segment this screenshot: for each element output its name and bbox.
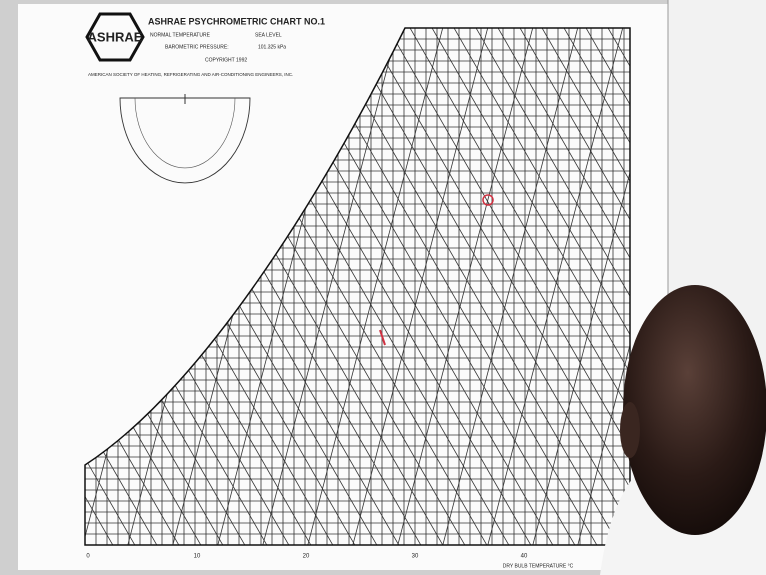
wet-bulb-line <box>481 28 630 545</box>
pressure: 101.325 kPa <box>258 44 286 50</box>
x-tick-label: 0 <box>86 554 90 560</box>
wet-bulb-line <box>349 28 630 545</box>
wet-bulb-line <box>547 28 630 545</box>
wet-bulb-line <box>437 28 630 545</box>
protractor-inner <box>134 97 236 169</box>
marker-circle <box>482 194 494 206</box>
wet-bulb-line <box>415 28 630 545</box>
x-tick-label: 10 <box>194 554 201 560</box>
wet-bulb-line <box>569 28 630 545</box>
chart-title: ASHRAE PSYCHROMETRIC CHART NO.1 <box>148 16 325 26</box>
person-ear <box>620 402 640 458</box>
temperature-label: NORMAL TEMPERATURE <box>150 32 211 38</box>
wet-bulb-line <box>525 28 630 545</box>
wet-bulb-line <box>85 28 153 545</box>
volume-line <box>299 28 451 545</box>
copyright: COPYRIGHT 1992 <box>205 57 247 63</box>
x-tick-label: 20 <box>303 554 310 560</box>
x-axis-title: DRY BULB TEMPERATURE °C <box>503 563 574 569</box>
volume-line <box>434 28 586 545</box>
x-tick-label: 40 <box>521 554 528 560</box>
x-tick-label: 30 <box>412 554 419 560</box>
x-labels: 0 10 20 30 40 <box>86 554 528 560</box>
wet-bulb-line <box>85 28 241 545</box>
pressure-label: BAROMETRIC PRESSURE: <box>165 44 229 50</box>
wet-bulb-line <box>371 28 630 545</box>
chart-paper <box>18 4 668 570</box>
logo-hexagon <box>85 12 145 62</box>
elevation: SEA LEVEL <box>255 32 282 38</box>
volume-line <box>344 28 496 545</box>
publisher: AMERICAN SOCIETY OF HEATING, REFRIGERATI… <box>88 72 293 77</box>
wet-bulb-line <box>503 28 630 545</box>
volume-line <box>479 28 630 545</box>
wet-bulb-line <box>327 28 630 545</box>
marker-tick <box>379 329 386 346</box>
person-head <box>623 285 766 535</box>
volume-line <box>524 28 630 545</box>
protractor <box>119 97 251 184</box>
chart-outline <box>84 27 631 546</box>
wet-bulb-line <box>85 28 175 545</box>
volume-line <box>389 28 541 545</box>
wet-bulb-line <box>393 28 630 545</box>
volume-line <box>569 28 630 545</box>
wet-bulb-line <box>85 28 197 545</box>
volume-line <box>254 28 406 545</box>
wet-bulb-line <box>85 28 219 545</box>
logo: ASHRAE <box>88 29 143 44</box>
